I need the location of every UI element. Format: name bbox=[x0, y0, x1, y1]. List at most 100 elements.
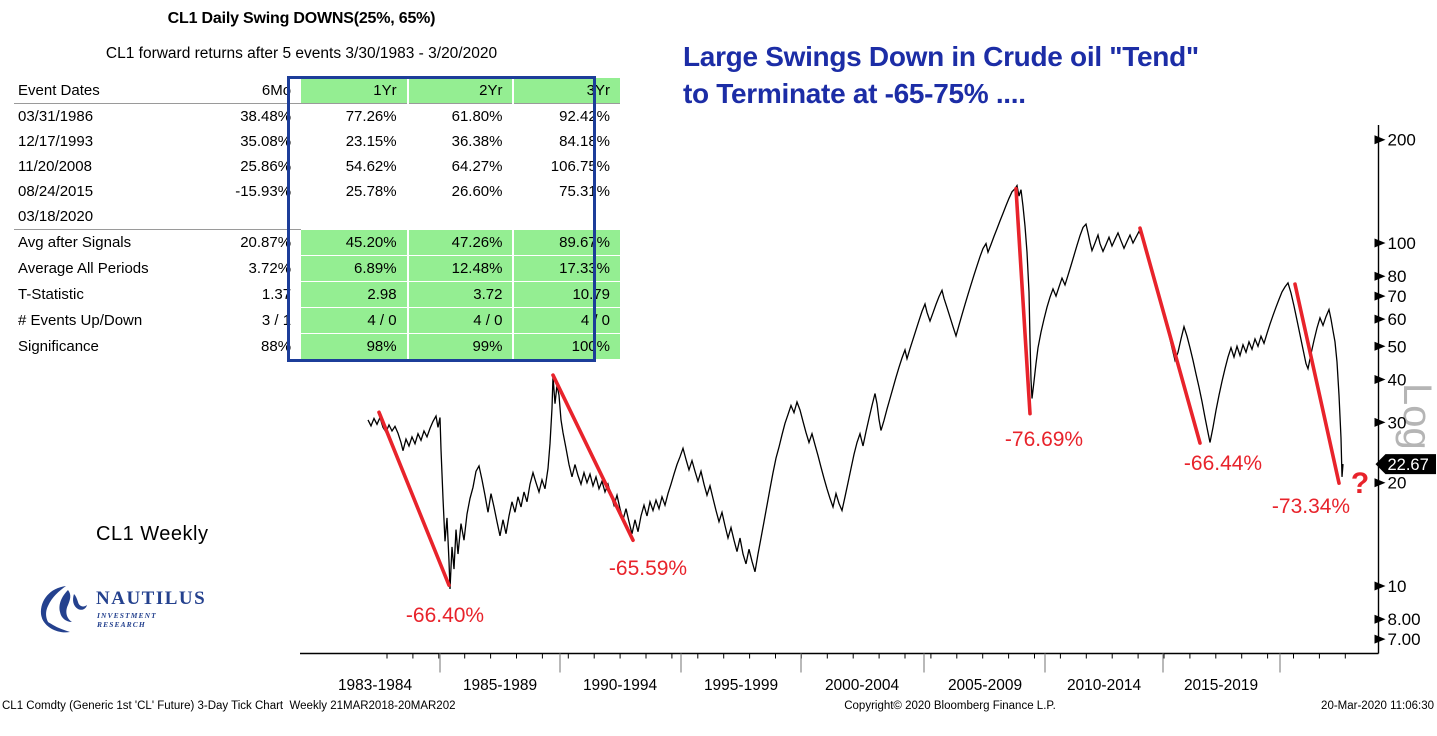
log-scale-label: Log bbox=[1395, 383, 1437, 450]
footer-timestamp: 20-Mar-2020 11:06:30 bbox=[1321, 700, 1434, 712]
x-axis-label: 2015-2019 bbox=[1184, 677, 1258, 694]
footer-security-info: CL1 Comdty (Generic 1st 'CL' Future) 3-D… bbox=[2, 700, 456, 712]
value-cell: 10.79 bbox=[512, 281, 620, 308]
y-tick-arrow bbox=[1374, 291, 1386, 301]
value-cell: 3 / 1 bbox=[261, 312, 292, 329]
y-tick-arrow bbox=[1374, 135, 1386, 145]
row-label-cell: 12/17/1993 bbox=[18, 133, 94, 150]
swing-pct-label: -66.40% bbox=[406, 604, 484, 627]
question-mark: ? bbox=[1351, 467, 1369, 500]
y-tick-label: 10 bbox=[1388, 577, 1407, 596]
y-tick-label: 20 bbox=[1388, 474, 1407, 493]
footer-copyright: Copyright© 2020 Bloomberg Finance L.P. bbox=[844, 700, 1056, 712]
y-tick-arrow bbox=[1374, 614, 1386, 624]
row-label-cell: # Events Up/Down bbox=[18, 312, 143, 329]
price-line bbox=[367, 183, 1344, 590]
nautilus-logo: NAUTILUS INVESTMENT RESEARCH bbox=[36, 584, 206, 636]
value-cell: 100% bbox=[512, 333, 620, 359]
value-cell: 61.80% bbox=[406, 103, 514, 129]
logo-name: NAUTILUS bbox=[96, 588, 207, 609]
row-label-cell: Significance bbox=[18, 337, 99, 355]
value-cell: 75.31% bbox=[512, 179, 620, 204]
swing-down-line bbox=[377, 410, 451, 588]
y-tick-label: 60 bbox=[1388, 310, 1407, 329]
row-label-cell: 03/31/1986 bbox=[18, 108, 94, 125]
value-cell: 77.26% bbox=[345, 108, 397, 125]
y-tick-arrow bbox=[1374, 238, 1386, 248]
row-label-cell: 11/20/2008 bbox=[18, 158, 92, 175]
value-cell: 89.67% bbox=[512, 229, 620, 256]
y-tick-arrow bbox=[1374, 341, 1386, 351]
row-label-cell: T-Statistic bbox=[18, 286, 84, 303]
value-cell: 98% bbox=[301, 333, 408, 359]
table-title: CL1 Daily Swing DOWNS(25%, 65%) bbox=[167, 10, 436, 27]
y-tick-arrow bbox=[1374, 634, 1386, 644]
logo-tagline: INVESTMENT RESEARCH bbox=[97, 611, 157, 629]
value-cell bbox=[512, 204, 620, 230]
nautilus-swirl-icon bbox=[40, 586, 87, 633]
x-axis-label: 1985-1989 bbox=[463, 677, 537, 694]
value-cell: 25.78% bbox=[345, 183, 397, 200]
y-tick-label: 30 bbox=[1388, 413, 1407, 432]
value-cell: 1.37 bbox=[261, 286, 292, 303]
value-cell: 2.98 bbox=[301, 281, 408, 308]
row-label-cell: Average All Periods bbox=[18, 260, 149, 277]
value-cell: 45.20% bbox=[301, 229, 408, 256]
value-cell: 3Yr bbox=[512, 78, 620, 104]
value-cell: 88% bbox=[261, 337, 292, 355]
y-tick-label: 70 bbox=[1388, 287, 1407, 306]
value-cell: 23.15% bbox=[345, 133, 397, 150]
y-tick-arrow bbox=[1374, 417, 1386, 427]
row-label-cell: Avg after Signals bbox=[14, 229, 181, 256]
y-tick-label: 40 bbox=[1388, 370, 1407, 389]
events-table: Event Dates 6Mo 1Yr 2Yr 3Yr 03/31/1986 38.48% 7… bbox=[14, 78, 620, 359]
y-tick-arrow bbox=[1374, 478, 1386, 488]
x-axis-label: 2010-2014 bbox=[1067, 677, 1142, 694]
value-cell: 99% bbox=[406, 333, 514, 359]
value-cell: -15.93% bbox=[235, 183, 292, 200]
value-cell: 20.87% bbox=[180, 229, 302, 256]
value-cell: 54.62% bbox=[345, 158, 397, 175]
value-cell: 47.26% bbox=[406, 229, 514, 256]
value-cell: 2Yr bbox=[406, 78, 514, 104]
headline: Large Swings Down in Crude oil "Tend" to… bbox=[683, 38, 1343, 112]
y-tick-label: 8.00 bbox=[1388, 610, 1421, 629]
value-cell: 38.48% bbox=[240, 108, 292, 125]
y-tick-arrow bbox=[1374, 581, 1386, 591]
swing-down-line bbox=[551, 373, 635, 542]
value-cell: 64.27% bbox=[406, 154, 514, 179]
x-axis-label: 1990-1994 bbox=[583, 677, 658, 694]
x-axis-label: 1995-1999 bbox=[704, 677, 778, 694]
headline-line1: Large Swings Down in Crude oil "Tend" bbox=[683, 41, 1199, 72]
value-cell: 4 / 0 bbox=[301, 307, 408, 334]
value-cell: 3.72% bbox=[248, 260, 292, 277]
value-cell: 12.48% bbox=[406, 255, 514, 282]
value-cell: 92.42% bbox=[512, 103, 620, 129]
series-label: CL1 Weekly bbox=[96, 523, 209, 545]
x-axis-label: 2000-2004 bbox=[825, 677, 900, 694]
swing-pct-label: -73.34% bbox=[1272, 495, 1350, 518]
y-tick-label: 200 bbox=[1388, 131, 1416, 150]
y-tick-arrow bbox=[1374, 314, 1386, 324]
value-cell: 35.08% bbox=[240, 133, 292, 150]
value-cell: 3.72 bbox=[406, 281, 514, 308]
swing-pct-label: -65.59% bbox=[609, 557, 687, 580]
row-label-cell: Event Dates bbox=[14, 78, 181, 104]
value-cell: 1Yr bbox=[301, 78, 408, 104]
row-label-cell: 03/18/2020 bbox=[18, 208, 94, 225]
x-axis-label: 1983-1984 bbox=[338, 677, 413, 694]
row-label-cell: 08/24/2015 bbox=[18, 183, 94, 200]
swing-down-line bbox=[1138, 226, 1202, 445]
table-subtitle: CL1 forward returns after 5 events 3/30/… bbox=[105, 45, 498, 62]
value-cell bbox=[406, 204, 514, 230]
y-tick-arrow bbox=[1374, 271, 1386, 281]
y-tick-label: 100 bbox=[1388, 234, 1416, 253]
value-cell: 36.38% bbox=[406, 129, 514, 154]
y-tick-label: 7.00 bbox=[1388, 630, 1421, 649]
x-axis-label: 2005-2009 bbox=[948, 677, 1022, 694]
last-price-value: 22.67 bbox=[1388, 456, 1429, 474]
last-price-badge bbox=[1375, 454, 1436, 475]
value-cell: 25.86% bbox=[240, 158, 292, 175]
